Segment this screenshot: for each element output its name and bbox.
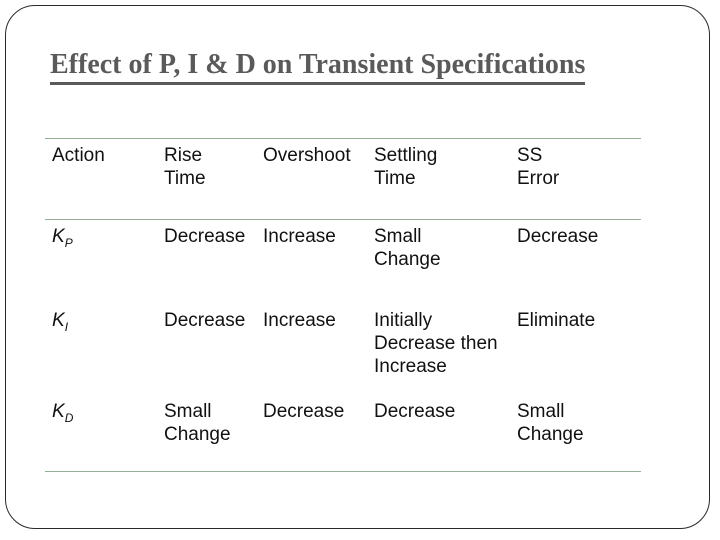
cell-kp-settling-time: Small Change xyxy=(374,226,441,270)
cell-ki-action: KI xyxy=(52,304,164,395)
cell-kd-settling-time: Decrease xyxy=(374,401,456,422)
column-header-overshoot: Overshoot xyxy=(263,145,351,166)
table-row-ki: KI Decrease Increase Initially Decrease … xyxy=(45,304,641,395)
cell-kd-overshoot: Decrease xyxy=(263,401,345,422)
table-row-kd: KD Small Change Decrease Decrease Small … xyxy=(45,395,641,471)
cell-ki-rise-time: Decrease xyxy=(164,310,246,331)
gain-symbol: K xyxy=(52,310,65,331)
gain-symbol: K xyxy=(52,401,65,422)
column-header-action: Action xyxy=(52,145,105,166)
cell-kp-action: KP xyxy=(52,220,164,304)
cell-kd-rise-time: Small Change xyxy=(164,401,231,445)
slide-title: Effect of P, I & D on Transient Specific… xyxy=(50,50,586,85)
column-header-settling-time: Settling Time xyxy=(374,145,438,189)
pid-effects-table: Action Rise Time Overshoot Settling Time… xyxy=(45,138,641,472)
cell-kd-action: KD xyxy=(52,395,164,471)
cell-kp-rise-time: Decrease xyxy=(164,226,246,247)
column-header-rise-time: Rise Time xyxy=(164,145,206,189)
cell-ki-ss-error: Eliminate xyxy=(517,310,596,331)
gain-subscript: D xyxy=(64,410,74,425)
gain-symbol: K xyxy=(52,226,65,247)
cell-ki-settling-time: Initially Decrease then Increase xyxy=(374,310,498,377)
cell-ki-overshoot: Increase xyxy=(263,310,336,331)
table-header-row: Action Rise Time Overshoot Settling Time… xyxy=(45,139,641,220)
cell-kp-overshoot: Increase xyxy=(263,226,336,247)
column-header-ss-error: SS Error xyxy=(517,145,560,189)
table-row-kp: KP Decrease Increase Small Change Decrea… xyxy=(45,220,641,304)
gain-subscript: I xyxy=(64,319,69,334)
cell-kd-ss-error: Small Change xyxy=(517,401,584,445)
cell-kp-ss-error: Decrease xyxy=(517,226,599,247)
gain-subscript: P xyxy=(64,235,73,250)
